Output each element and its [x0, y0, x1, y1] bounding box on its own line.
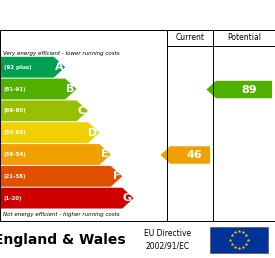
Polygon shape	[1, 79, 77, 99]
Text: A: A	[54, 62, 63, 72]
Text: 89: 89	[241, 85, 257, 94]
Polygon shape	[207, 81, 272, 98]
Text: EU Directive
2002/91/EC: EU Directive 2002/91/EC	[144, 229, 192, 251]
Text: F: F	[113, 171, 120, 181]
Bar	[210, 227, 268, 253]
Text: Potential: Potential	[227, 33, 261, 42]
Text: D: D	[88, 128, 97, 138]
Polygon shape	[1, 188, 134, 208]
Text: E: E	[101, 149, 109, 159]
Text: England & Wales: England & Wales	[0, 233, 126, 247]
Text: (69-80): (69-80)	[4, 108, 27, 113]
Text: (81-91): (81-91)	[4, 86, 26, 92]
Text: Current: Current	[175, 33, 205, 42]
Text: Energy Efficiency Rating: Energy Efficiency Rating	[36, 7, 239, 22]
Polygon shape	[160, 146, 210, 164]
Text: B: B	[66, 84, 75, 94]
Text: (92 plus): (92 plus)	[4, 65, 32, 70]
Text: (21-38): (21-38)	[4, 174, 26, 179]
Text: C: C	[78, 106, 86, 116]
Polygon shape	[1, 166, 122, 187]
Polygon shape	[1, 57, 65, 78]
Text: (39-54): (39-54)	[4, 152, 27, 157]
Text: G: G	[123, 193, 132, 203]
Polygon shape	[1, 100, 88, 121]
Text: 46: 46	[187, 150, 203, 160]
Text: (1-20): (1-20)	[4, 196, 23, 201]
Polygon shape	[1, 122, 100, 143]
Text: Not energy efficient - higher running costs: Not energy efficient - higher running co…	[3, 212, 120, 216]
Polygon shape	[1, 144, 111, 165]
Text: (55-68): (55-68)	[4, 130, 27, 135]
Text: Very energy efficient - lower running costs: Very energy efficient - lower running co…	[3, 51, 120, 56]
